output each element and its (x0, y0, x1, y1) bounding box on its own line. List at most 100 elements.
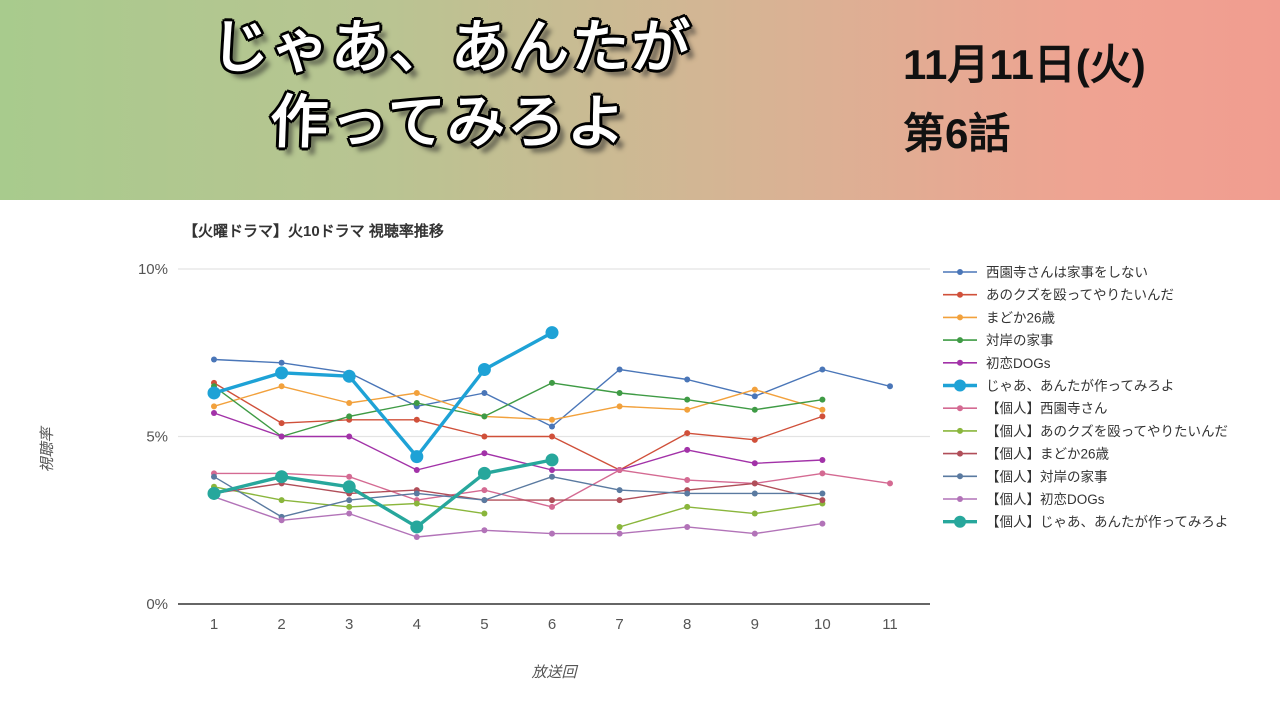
legend-point-sample (957, 405, 963, 412)
series-point (211, 410, 217, 417)
series-point (819, 490, 826, 497)
series-line (212, 458, 554, 529)
series-point (684, 477, 691, 484)
series-point (481, 450, 488, 457)
legend-point-sample (954, 379, 966, 392)
broadcast-date: 11月11日(火) (903, 41, 1146, 88)
series-point (751, 436, 758, 443)
series-point (410, 520, 424, 534)
series-point (549, 497, 555, 504)
series-point (211, 356, 217, 363)
series-line (213, 358, 891, 428)
series-point (616, 523, 623, 530)
series-point (751, 406, 758, 413)
series-point (751, 480, 758, 487)
series-point (819, 406, 826, 413)
series-point (751, 530, 758, 537)
series-point (481, 497, 488, 504)
series-point (819, 396, 826, 403)
series-point (278, 433, 285, 440)
series-point (278, 517, 285, 524)
series-point (684, 446, 691, 453)
x-tick-label: 1 (210, 616, 218, 633)
series-point (342, 369, 356, 383)
series-point (549, 473, 555, 480)
legend-label: 初恋DOGs (986, 355, 1051, 371)
series-point (278, 359, 285, 366)
legend-point-sample (957, 314, 963, 321)
series-point (549, 433, 555, 440)
legend-label: 【個人】西園寺さん (986, 401, 1108, 416)
legend-point-sample (957, 473, 963, 480)
x-tick-label: 3 (345, 616, 353, 633)
series-point (616, 467, 623, 473)
y-tick-label: 0% (146, 596, 168, 613)
legend-label: じゃあ、あんたが作ってみろよ (986, 379, 1174, 394)
series-point (616, 403, 623, 410)
x-tick-label: 7 (615, 616, 623, 633)
series-point (342, 480, 356, 494)
legend-point-sample (957, 269, 963, 275)
series-point (477, 363, 491, 376)
series-line (213, 496, 824, 538)
series-point (207, 386, 221, 400)
series-point (481, 527, 488, 534)
video-title-line2: 作ってみろよ (268, 90, 629, 156)
series-point (819, 366, 826, 373)
series-point (549, 467, 555, 473)
legend-label: 【個人】まどか26歳 (986, 447, 1110, 462)
episode-number: 第6話 (903, 110, 1011, 158)
legend-label: 【個人】対岸の家事 (986, 468, 1108, 484)
x-tick-label: 11 (882, 616, 898, 633)
series-point (819, 470, 826, 477)
x-tick-label: 4 (413, 616, 421, 633)
legend-point-sample (957, 337, 963, 344)
series-point (549, 530, 555, 537)
series-point (549, 423, 555, 430)
x-tick-label: 2 (277, 616, 285, 633)
series-point (684, 490, 691, 497)
legend-point-sample (957, 450, 963, 457)
header-banner: じゃあ、あんたが 作ってみろよ 11月11日(火) 第6話 (0, 0, 1280, 200)
series-line (213, 382, 824, 438)
x-tick-label: 10 (814, 616, 831, 633)
series-point (819, 497, 826, 504)
video-title: じゃあ、あんたが 作ってみろよ (117, 10, 782, 161)
legend-point-sample (954, 515, 966, 528)
series-point (346, 400, 353, 406)
ratings-line-chart: 0% 5% 10% 1 2 3 4 5 6 7 8 9 10 11 放送回 視聴率 【火曜ドラマ】火10ドラマ … (39, 222, 1228, 681)
series-line (213, 476, 824, 518)
y-tick-label: 10% (138, 261, 168, 278)
video-title-line1: じゃあ、あんたが (210, 15, 693, 80)
legend-point-sample (957, 291, 963, 298)
legend-label: 対岸の家事 (986, 332, 1054, 348)
y-axis-title: 視聴率 (39, 426, 56, 473)
series-point (549, 503, 555, 510)
series-point (751, 393, 758, 400)
series-point (887, 480, 893, 487)
series-point (481, 487, 488, 494)
series-point (346, 510, 353, 517)
series-point (684, 523, 691, 530)
legend-point-sample (957, 427, 963, 434)
series-point (413, 490, 420, 497)
series-point (410, 450, 424, 464)
legend-label: まどか26歳 (986, 310, 1056, 325)
series-point (346, 497, 353, 504)
x-tick-label: 6 (548, 616, 556, 633)
series-point (211, 473, 217, 480)
series-point (413, 389, 420, 396)
series-point (819, 456, 826, 463)
ratings-chart-panel: 0% 5% 10% 1 2 3 4 5 6 7 8 9 10 11 放送回 視聴率 【火曜ドラマ】火10ドラマ … (0, 200, 1280, 720)
series-line (212, 331, 554, 459)
series-line (213, 412, 824, 471)
series-line (213, 482, 824, 501)
series-point (346, 413, 353, 420)
series-point (275, 470, 289, 484)
series-point (751, 386, 758, 393)
series-point (278, 420, 285, 427)
series-point (616, 389, 623, 396)
chart-title: 【火曜ドラマ】火10ドラマ 視聴率推移 (183, 222, 444, 240)
y-tick-label: 5% (146, 429, 168, 446)
series-point (549, 416, 555, 423)
